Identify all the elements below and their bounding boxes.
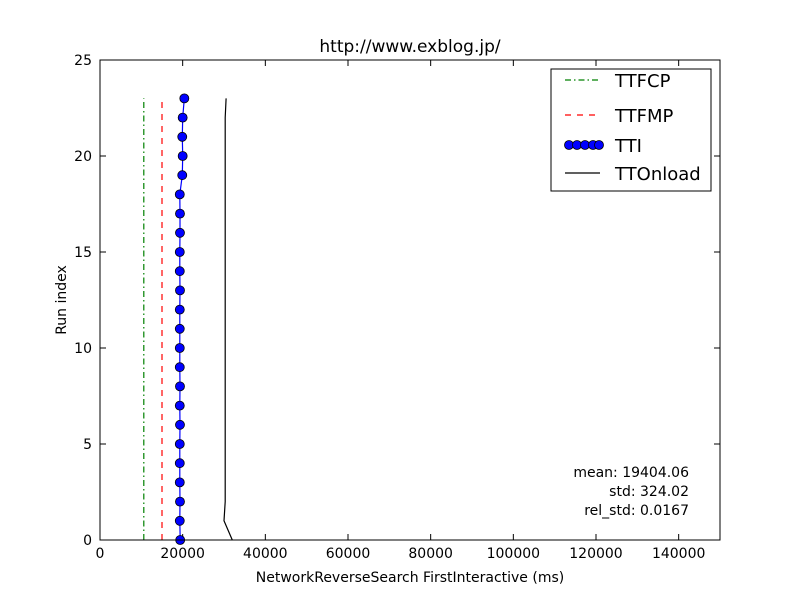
x-tick-label: 100000 [487, 546, 540, 562]
data-point-tti [174, 458, 185, 469]
data-point-tti [179, 93, 190, 104]
series-line-ttonload [223, 98, 233, 541]
data-point-tti [174, 400, 185, 411]
annotation-std: std: 324.02 [609, 484, 689, 500]
x-tick-label: 140000 [652, 546, 705, 562]
data-point-tti [174, 477, 185, 488]
data-point-tti [177, 131, 188, 142]
data-point-tti [175, 285, 185, 296]
legend-label-tti: TTI [614, 136, 642, 157]
data-point-tti [174, 266, 185, 277]
data-point-tti [174, 343, 185, 353]
data-point-tti [177, 151, 188, 161]
data-point-tti [175, 227, 185, 238]
y-tick-label: 20 [74, 149, 92, 165]
data-point-tti [177, 170, 188, 181]
data-point-tti [174, 189, 185, 200]
data-point-tti [174, 362, 185, 373]
x-tick-label: 20000 [160, 546, 205, 562]
y-tick-label: 5 [83, 437, 92, 453]
x-tick-label: 40000 [243, 546, 288, 562]
data-point-tti [175, 381, 185, 392]
y-tick-label: 25 [74, 53, 92, 69]
x-axis-label: NetworkReverseSearch FirstInteractive (m… [256, 570, 564, 586]
y-tick-label: 10 [74, 341, 92, 357]
legend-label-ttfcp: TTFCP [614, 71, 671, 92]
data-point-tti [175, 208, 185, 219]
x-tick-label: 80000 [408, 546, 453, 562]
data-point-tti [174, 515, 185, 526]
annotation-rel-std: rel_std: 0.0167 [584, 503, 689, 519]
x-tick-label: 0 [96, 546, 105, 562]
axis-ticks: 0 20000 40000 60000 80000 100000 120000 140000 0… [74, 53, 720, 562]
legend-items: TTFCP TTFMP TTI TTOnload [564, 71, 701, 185]
data-point-tti [177, 112, 188, 123]
data-point-tti [175, 496, 185, 507]
x-tick-label: 60000 [326, 546, 371, 562]
y-tick-label: 15 [74, 245, 92, 261]
annotation-mean: mean: 19404.06 [573, 465, 689, 481]
data-point-tti [174, 247, 185, 257]
legend-label-ttonload: TTOnload [614, 164, 701, 185]
plot-area-frame [99, 59, 721, 541]
data-point-tti [174, 304, 185, 315]
chart-title: http://www.exblog.jp/ [319, 37, 500, 57]
y-tick-label: 0 [83, 533, 92, 549]
legend-label-ttfmp: TTFMP [614, 106, 674, 127]
legend: TTFCP TTFMP TTI TTOnload [550, 68, 712, 192]
data-point-tti [174, 439, 185, 449]
x-tick-label: 120000 [569, 546, 622, 562]
plot-series [143, 93, 233, 545]
data-point-tti [175, 419, 185, 430]
y-axis-label: Run index [54, 265, 70, 335]
legend-marker-tti [594, 140, 604, 150]
legend-box [550, 68, 712, 192]
data-point-tti [174, 323, 185, 334]
